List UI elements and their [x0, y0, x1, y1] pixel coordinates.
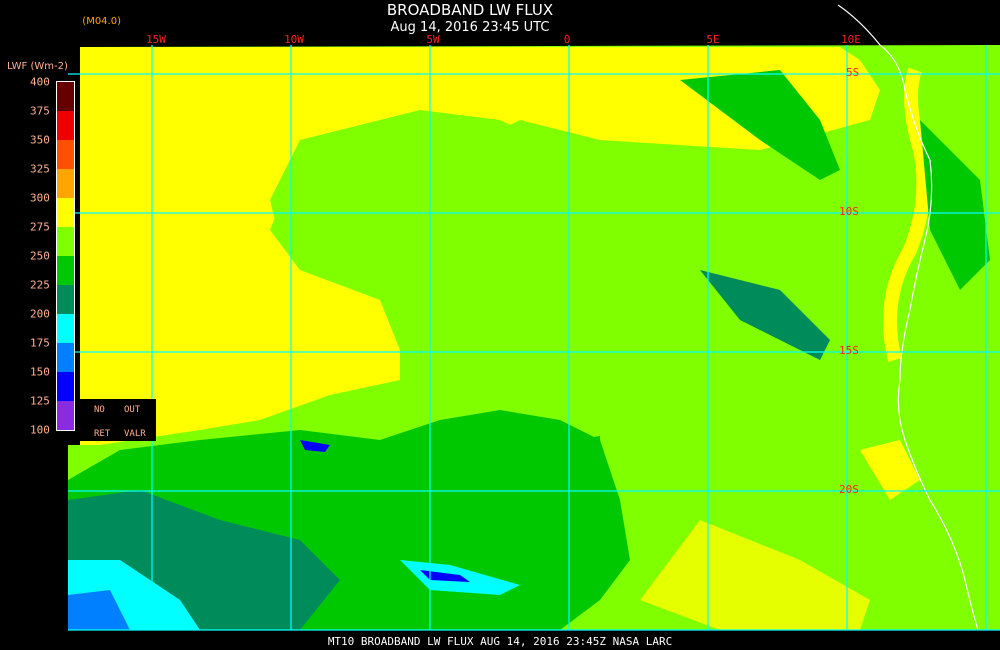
- no-label: NO: [94, 405, 105, 415]
- out-label: OUT: [124, 405, 141, 415]
- ret-label: RET: [94, 429, 111, 439]
- color-swatch: [57, 111, 74, 140]
- color-swatch: [57, 314, 74, 343]
- coastline: [837, 4, 979, 631]
- legend-tick: 200: [30, 307, 50, 321]
- lon-label: 10W: [284, 33, 304, 46]
- legend-tick: 125: [30, 394, 50, 408]
- map-subtitle: Aug 14, 2016 23:45 UTC: [390, 20, 550, 35]
- legend-tick: 400: [30, 75, 50, 89]
- footer-caption: MT10 BROADBAND LW FLUX AUG 14, 2016 23:4…: [327, 635, 673, 648]
- legend-tick: 275: [30, 220, 50, 234]
- color-swatch: [57, 82, 74, 111]
- color-swatch: [57, 372, 74, 401]
- legend-tick: 350: [30, 133, 50, 147]
- legend-tick: 250: [30, 249, 50, 263]
- graticule: [68, 45, 1000, 631]
- color-swatch: [57, 401, 74, 430]
- no-retrieval-box: NO OUT RET VALR: [78, 399, 156, 441]
- color-swatch: [57, 343, 74, 372]
- legend-tick: 150: [30, 365, 50, 379]
- lat-label: 10S: [839, 205, 859, 218]
- legend-tick: 175: [30, 336, 50, 350]
- legend-unit: LWF (Wm-2): [7, 61, 68, 72]
- legend-tick: 300: [30, 191, 50, 205]
- lon-label: 10E: [841, 33, 861, 46]
- lat-label: 20S: [839, 483, 859, 496]
- lon-label: 5W: [426, 33, 440, 46]
- lat-label: 5S: [846, 66, 860, 79]
- lon-label: 0: [563, 33, 571, 46]
- legend-tick: 225: [30, 278, 50, 292]
- color-swatch: [57, 256, 74, 285]
- lat-label: 15S: [839, 344, 859, 357]
- color-swatch: [57, 198, 74, 227]
- legend-tick: 100: [30, 423, 50, 437]
- color-swatch: [57, 227, 74, 256]
- map-title: BROADBAND LW FLUX: [386, 1, 554, 19]
- lon-label: 15W: [146, 33, 166, 46]
- legend-tick: 375: [30, 104, 50, 118]
- lon-label: 5E: [706, 33, 720, 46]
- color-swatch: [57, 285, 74, 314]
- color-swatch: [57, 140, 74, 169]
- legend-tick: 325: [30, 162, 50, 176]
- color-bar: [56, 81, 75, 431]
- valr-label: VALR: [124, 429, 146, 439]
- color-swatch: [57, 169, 74, 198]
